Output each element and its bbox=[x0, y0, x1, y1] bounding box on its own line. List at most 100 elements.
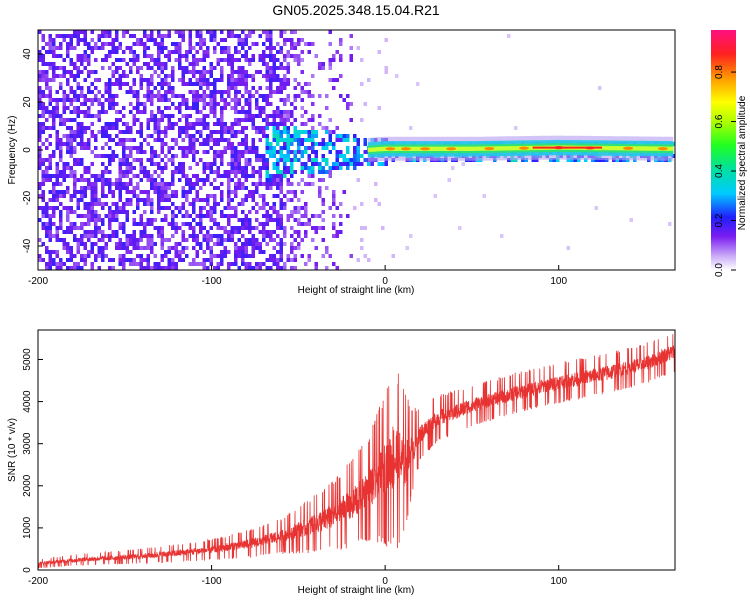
spectrogram-cell bbox=[83, 38, 87, 42]
spectrogram-cell bbox=[339, 94, 343, 98]
spectrogram-cell bbox=[118, 66, 122, 70]
spectrogram-cell bbox=[45, 222, 49, 226]
colorbar-tick-label: 0.0 bbox=[714, 263, 725, 277]
spectrogram-cell bbox=[297, 242, 301, 246]
spectrogram-cell bbox=[83, 58, 87, 62]
spectrogram-cell bbox=[139, 170, 143, 174]
spectrogram-cell bbox=[269, 174, 273, 178]
spectrogram-cell bbox=[136, 130, 140, 134]
spectrogram-cell bbox=[136, 38, 140, 42]
spectrogram-cell bbox=[251, 194, 255, 198]
spectrogram-cell bbox=[227, 170, 231, 174]
spectrogram-cell bbox=[87, 166, 91, 170]
spectrogram-cell bbox=[328, 150, 332, 154]
spectrogram-cell bbox=[45, 250, 49, 254]
spectrogram-cell bbox=[328, 134, 332, 138]
spectrogram-cell bbox=[66, 78, 70, 82]
spectrogram-cell bbox=[248, 174, 252, 178]
spectrogram-cell bbox=[118, 82, 122, 86]
spectrogram-cell bbox=[108, 226, 112, 230]
spectrogram-cell bbox=[321, 238, 325, 242]
spectrogram-cell bbox=[216, 122, 220, 126]
spectrogram-cell bbox=[76, 66, 80, 70]
spectrogram-cell bbox=[132, 158, 136, 162]
spectrogram-cell bbox=[129, 170, 133, 174]
spectrogram-cell bbox=[297, 82, 301, 86]
spectrogram-cell bbox=[174, 122, 178, 126]
spectrogram-cell bbox=[188, 42, 192, 46]
spectrogram-cell bbox=[223, 150, 227, 154]
spectrogram-cell bbox=[332, 54, 336, 58]
spectrogram-cell bbox=[199, 118, 203, 122]
spectrogram-cell bbox=[104, 178, 108, 182]
spectrogram-cell bbox=[234, 170, 238, 174]
spectrogram-cell bbox=[321, 142, 325, 146]
spectrogram-cell bbox=[209, 246, 213, 250]
spectrogram-cell bbox=[52, 222, 56, 226]
spectrogram-cell bbox=[118, 210, 122, 214]
spectrogram-cell bbox=[269, 214, 273, 218]
spectrogram-cell bbox=[80, 58, 84, 62]
spectrogram-cell bbox=[164, 194, 168, 198]
spectrogram-cell bbox=[202, 262, 206, 266]
spectrogram-cell bbox=[164, 198, 168, 202]
spectrogram-cell bbox=[157, 198, 161, 202]
spectrogram-cell bbox=[38, 146, 42, 150]
spectrogram-cell bbox=[66, 166, 70, 170]
spectrogram-cell bbox=[174, 154, 178, 158]
spectrogram-cell bbox=[230, 198, 234, 202]
spectrogram-cell bbox=[241, 30, 245, 34]
spectrogram-cell bbox=[227, 62, 231, 66]
spectrogram-cell bbox=[146, 194, 150, 198]
spectrogram-cell bbox=[171, 266, 175, 270]
spectrogram-cell bbox=[139, 142, 143, 146]
spectrogram-cell bbox=[384, 70, 388, 74]
spectrogram-cell bbox=[255, 182, 259, 186]
spectrogram-cell bbox=[167, 150, 171, 154]
spectrogram-cell bbox=[174, 246, 178, 250]
spectrogram-cell bbox=[244, 250, 248, 254]
spectrogram-cell bbox=[244, 194, 248, 198]
spectrogram-cell bbox=[244, 266, 248, 270]
spectrogram-cell bbox=[90, 122, 94, 126]
spectrogram-cell bbox=[111, 218, 115, 222]
spectrogram-cell bbox=[279, 62, 283, 66]
spectrogram-cell bbox=[146, 266, 150, 270]
spectrogram-cell bbox=[241, 126, 245, 130]
spectrogram-cell bbox=[171, 246, 175, 250]
spectrogram-cell bbox=[48, 162, 52, 166]
spectrogram-cell bbox=[104, 154, 108, 158]
spectrogram-cell bbox=[314, 162, 318, 166]
spectrogram-cell bbox=[276, 126, 280, 130]
spectrogram-cell bbox=[234, 122, 238, 126]
spectrogram-cell bbox=[153, 262, 157, 266]
spectrogram-cell bbox=[59, 170, 63, 174]
spectrogram-cell bbox=[220, 38, 224, 42]
spectrogram-cell bbox=[150, 110, 154, 114]
spectrogram-cell bbox=[206, 138, 210, 142]
spectrogram-cell bbox=[230, 146, 234, 150]
spectrogram-cell bbox=[136, 106, 140, 110]
spectrogram-cell bbox=[223, 122, 227, 126]
spectrogram-cell bbox=[97, 118, 101, 122]
spectrogram-cell bbox=[87, 142, 91, 146]
spectrogram-cell bbox=[41, 58, 45, 62]
spectrogram-cell bbox=[129, 238, 133, 242]
spectrogram-cell bbox=[248, 98, 252, 102]
spectrogram-cell bbox=[594, 206, 598, 210]
spectrogram-cell bbox=[125, 246, 129, 250]
spectrogram-cell bbox=[213, 66, 217, 70]
spectrogram-cell bbox=[265, 174, 269, 178]
spectrogram-cell bbox=[202, 166, 206, 170]
spectrogram-cell bbox=[318, 190, 322, 194]
spectrogram-cell bbox=[279, 110, 283, 114]
spectrogram-cell bbox=[125, 198, 129, 202]
spectrogram-cell bbox=[146, 46, 150, 50]
spectrogram-cell bbox=[286, 110, 290, 114]
spectrogram-cell bbox=[237, 58, 241, 62]
spectrogram-cell bbox=[90, 198, 94, 202]
spectrogram-cell bbox=[178, 30, 182, 34]
spectrogram-cell bbox=[209, 262, 213, 266]
spectrogram-cell bbox=[209, 250, 213, 254]
spectrogram-cell bbox=[90, 30, 94, 34]
